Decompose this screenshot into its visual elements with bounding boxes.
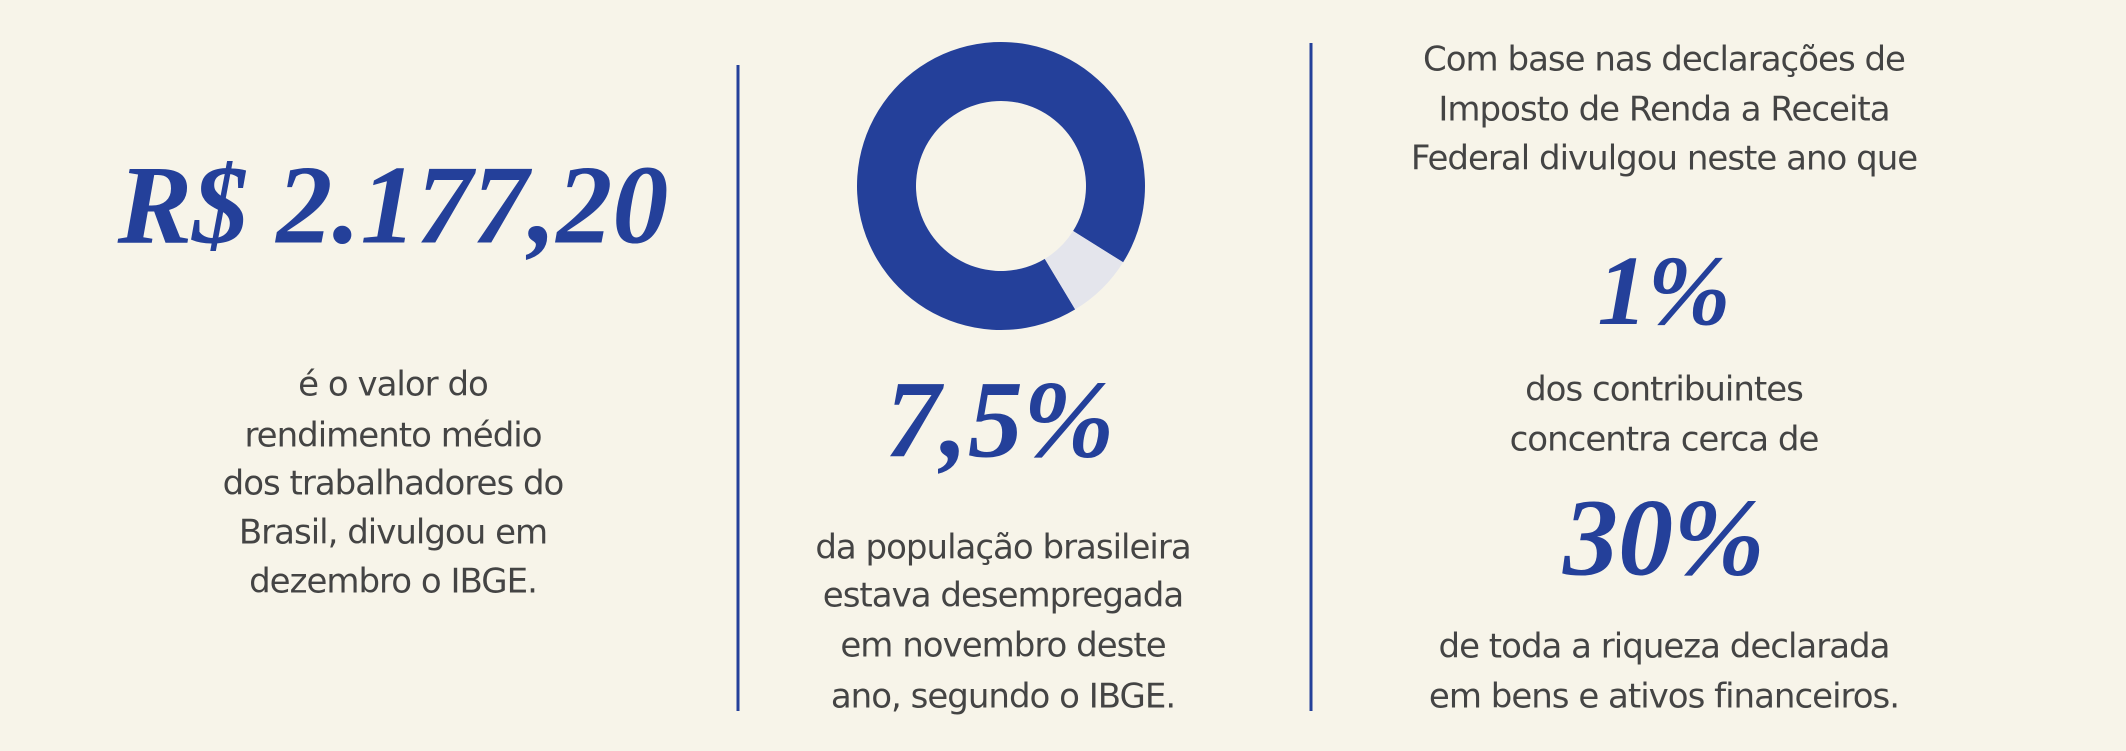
text-line: ano, segundo o IBGE. — [831, 677, 1175, 717]
highlight: 7,5% — [885, 358, 1114, 480]
text-line: Brasil, divulgou em — [239, 513, 547, 553]
text-line: dos trabalhadores do — [223, 464, 564, 504]
text-line: em bens e ativos financeiros. — [1429, 677, 1899, 717]
donut-slice — [1044, 231, 1124, 310]
text-line: concentra cerca de — [1510, 420, 1819, 460]
text-line: Com base nas declarações de — [1423, 40, 1905, 80]
highlight: R$ 2.177,20 — [117, 144, 669, 268]
text-line: da população brasileira — [815, 528, 1190, 568]
text-line: em novembro deste — [840, 626, 1165, 666]
text-line: dezembro o IBGE. — [249, 562, 537, 602]
highlight: 1% — [1597, 235, 1730, 346]
text-line: é o valor do — [298, 365, 488, 405]
text-line: Federal divulgou neste ano que — [1411, 139, 1917, 179]
text-line: dos contribuintes — [1525, 370, 1803, 410]
text-line: rendimento médio — [244, 416, 541, 456]
donut-rest — [857, 42, 1145, 331]
text-line: Imposto de Renda a Receita — [1438, 90, 1889, 130]
text-line: estava desempregada — [823, 576, 1183, 616]
text-line: de toda a riqueza declarada — [1439, 627, 1890, 667]
highlight: 30% — [1562, 476, 1765, 598]
